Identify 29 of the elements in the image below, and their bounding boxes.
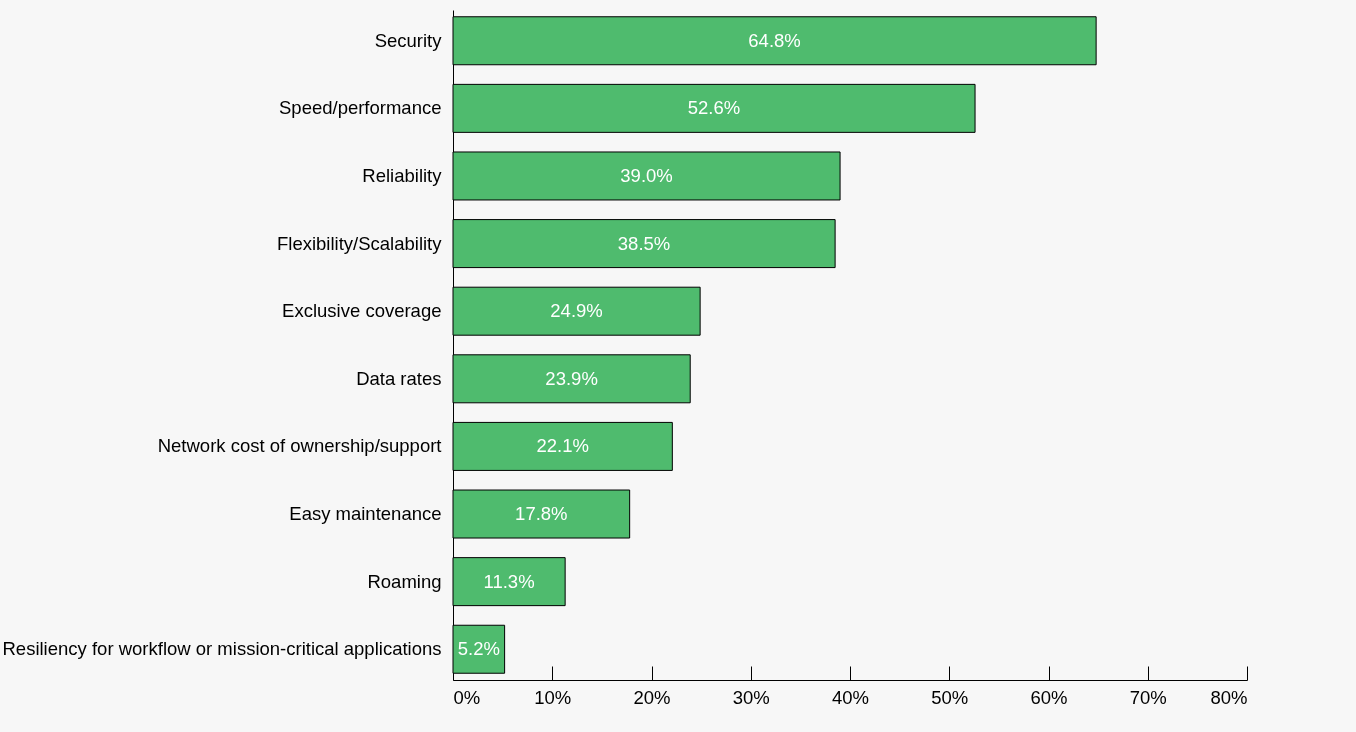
- y-tick-label: Resiliency for workflow or mission-critical applications: [2, 638, 442, 660]
- data-label: 23.9%: [545, 367, 598, 389]
- x-tick-label: 20%: [633, 686, 671, 708]
- data-label: 39.0%: [620, 164, 673, 186]
- y-tick-label: Exclusive coverage: [282, 300, 442, 322]
- data-label: 38.5%: [617, 232, 671, 254]
- y-tick-label: Security: [374, 29, 443, 51]
- data-label: 24.9%: [550, 300, 603, 322]
- data-label: 17.8%: [515, 503, 568, 525]
- y-tick-label: Flexibility/Scalability: [277, 232, 443, 254]
- data-label: 64.8%: [748, 29, 801, 51]
- x-tick-label: 60%: [1030, 686, 1068, 708]
- data-label: 22.1%: [536, 435, 589, 457]
- x-tick-label: 70%: [1129, 686, 1167, 708]
- y-tick-label: Easy maintenance: [289, 503, 442, 525]
- y-tick-label: Network cost of ownership/support: [157, 435, 442, 457]
- data-label: 5.2%: [457, 638, 500, 660]
- x-tick-label: 80%: [1210, 686, 1248, 708]
- x-tick-label: 30%: [732, 686, 770, 708]
- y-tick-label: Reliability: [362, 164, 443, 186]
- y-tick-label: Speed/performance: [279, 97, 442, 119]
- x-tick-label: 10%: [534, 686, 572, 708]
- y-tick-label: Roaming: [367, 570, 442, 592]
- y-tick-label: Data rates: [356, 367, 442, 389]
- x-tick-label: 50%: [931, 686, 969, 708]
- data-label: 11.3%: [483, 570, 535, 592]
- x-tick-label: 0%: [453, 686, 481, 708]
- x-tick-label: 40%: [831, 686, 870, 708]
- data-label: 52.6%: [687, 97, 741, 119]
